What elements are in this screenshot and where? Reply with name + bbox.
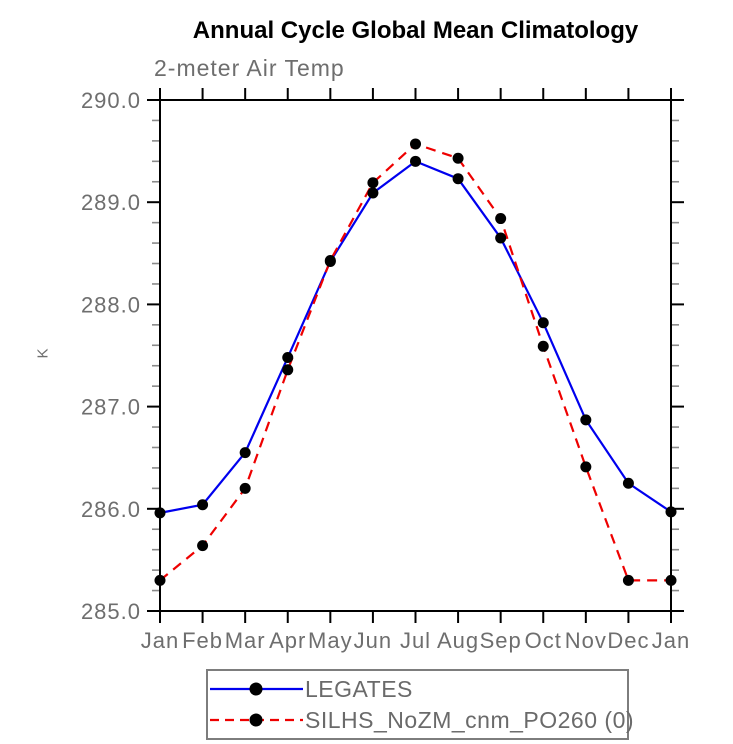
chart-subtitle: 2-meter Air Temp xyxy=(154,55,345,81)
legend-line-solid-icon xyxy=(210,682,303,696)
svg-text:289.0: 289.0 xyxy=(81,190,141,215)
svg-text:Mar: Mar xyxy=(225,628,266,653)
legend: LEGATES SILHS_NoZM_cnm_PO260 (0) xyxy=(206,669,634,740)
y-minor-ticks xyxy=(152,119,679,592)
legend-label-legates: LEGATES xyxy=(305,675,413,702)
legend-line-dashed-icon xyxy=(210,713,303,727)
series-line-0 xyxy=(159,160,672,514)
y-major-ticks: 285.0 286.0 287.0 288.0 289.0 290.0 xyxy=(81,88,684,624)
svg-text:Oct: Oct xyxy=(525,628,562,653)
chart-title: Annual Cycle Global Mean Climatology xyxy=(192,17,639,44)
legend-label-silhs: SILHS_NoZM_cnm_PO260 (0) xyxy=(305,706,635,733)
plot-frame xyxy=(159,99,672,612)
series-markers-1 xyxy=(154,138,677,586)
svg-text:286.0: 286.0 xyxy=(81,497,141,522)
svg-text:290.0: 290.0 xyxy=(81,88,141,113)
svg-text:285.0: 285.0 xyxy=(81,599,141,624)
legend-item-legates: LEGATES xyxy=(208,674,627,705)
x-ticks: Jan Feb Mar Apr May Jun Jul Aug Sep Oct Nov Dec Jan xyxy=(141,88,690,653)
svg-text:Sep: Sep xyxy=(480,628,522,653)
svg-text:Feb: Feb xyxy=(182,628,223,653)
legend-item-silhs: SILHS_NoZM_cnm_PO260 (0) xyxy=(208,705,634,736)
svg-text:Aug: Aug xyxy=(437,628,479,653)
svg-text:Apr: Apr xyxy=(269,628,306,653)
svg-text:287.0: 287.0 xyxy=(81,395,141,420)
svg-text:May: May xyxy=(308,628,353,653)
svg-text:288.0: 288.0 xyxy=(81,292,141,317)
svg-text:Jun: Jun xyxy=(354,628,392,653)
svg-text:Jul: Jul xyxy=(400,628,431,653)
svg-text:Nov: Nov xyxy=(565,628,607,653)
svg-text:Jan: Jan xyxy=(141,628,179,653)
series-markers-0 xyxy=(154,155,677,519)
series-line-1 xyxy=(159,142,671,582)
svg-text:Dec: Dec xyxy=(607,628,649,653)
svg-text:Jan: Jan xyxy=(652,628,690,653)
